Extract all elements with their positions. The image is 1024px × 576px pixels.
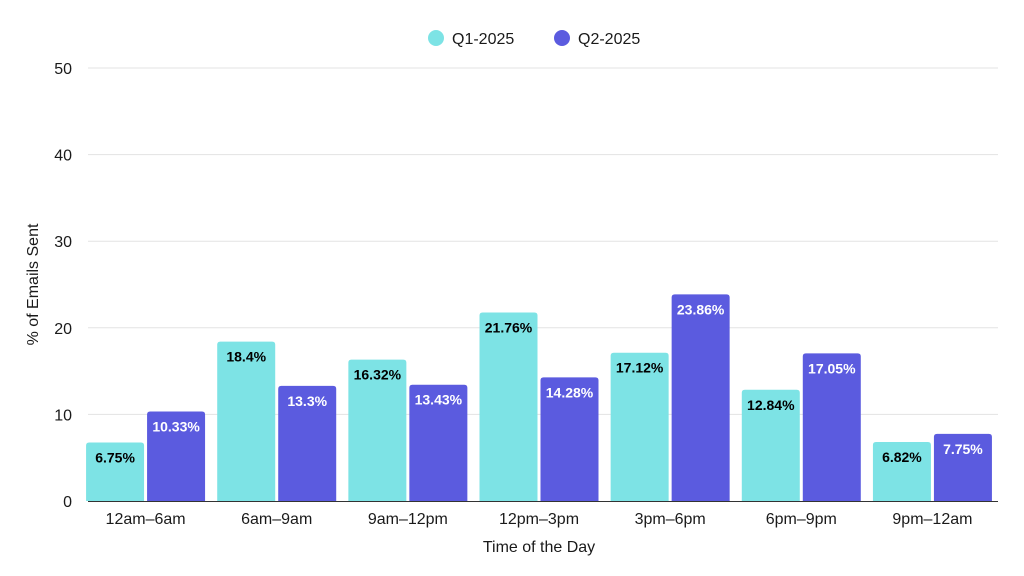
bar <box>409 384 468 501</box>
y-tick-label: 50 <box>54 61 72 78</box>
data-label: 14.28% <box>546 384 594 400</box>
x-tick-label: 6am–9am <box>241 511 312 528</box>
data-label: 23.86% <box>677 301 725 317</box>
data-label: 16.32% <box>354 367 402 383</box>
bar <box>86 442 145 501</box>
x-axis-ticks: 12am–6am 6am–9am 9am–12pm 12pm–3pm 3pm–6pm 6p… <box>106 511 973 528</box>
bar <box>872 441 931 501</box>
legend-label: Q2-2025 <box>578 31 640 48</box>
x-tick-label: 12am–6am <box>106 511 186 528</box>
data-label: 13.3% <box>287 393 327 409</box>
data-label: 18.4% <box>226 349 266 365</box>
y-tick-label: 0 <box>63 494 72 511</box>
x-tick-label: 3pm–6pm <box>635 511 706 528</box>
data-label: 17.05% <box>808 360 856 376</box>
x-tick-label: 12pm–3pm <box>499 511 579 528</box>
bar <box>217 341 276 501</box>
bar <box>278 385 337 501</box>
legend-marker <box>428 30 444 46</box>
data-label: 13.43% <box>415 392 463 408</box>
y-axis-title: % of Emails Sent <box>25 223 42 345</box>
y-tick-label: 30 <box>54 234 72 251</box>
legend-label: Q1-2025 <box>452 31 514 48</box>
bar <box>147 411 206 501</box>
legend-marker <box>554 30 570 46</box>
data-labels: 6.75% 10.33% 18.4% 13.3% 16.32% 13.43% 21.76% 1… <box>95 301 983 465</box>
y-axis-ticks: 0 10 20 30 40 50 <box>54 61 72 511</box>
data-label: 12.84% <box>747 397 795 413</box>
data-label: 10.33% <box>152 419 200 435</box>
bar <box>540 377 599 501</box>
legend: Q1-2025 Q2-2025 <box>428 30 640 48</box>
x-tick-label: 9pm–12am <box>892 511 972 528</box>
y-tick-label: 10 <box>54 407 72 424</box>
x-axis-title: Time of the Day <box>483 539 595 556</box>
bar <box>741 389 800 501</box>
x-tick-label: 6pm–9pm <box>766 511 837 528</box>
bar <box>610 352 669 501</box>
data-label: 6.75% <box>95 450 135 466</box>
bar <box>933 433 992 501</box>
bar <box>479 312 538 501</box>
y-tick-label: 40 <box>54 148 72 165</box>
data-label: 7.75% <box>943 441 983 457</box>
bar <box>802 353 861 501</box>
data-label: 6.82% <box>882 449 922 465</box>
bar <box>348 359 407 501</box>
y-tick-label: 20 <box>54 321 72 338</box>
data-label: 21.76% <box>485 320 533 336</box>
bar <box>671 294 730 501</box>
data-label: 17.12% <box>616 360 664 376</box>
x-tick-label: 9am–12pm <box>368 511 448 528</box>
bars <box>86 294 992 501</box>
